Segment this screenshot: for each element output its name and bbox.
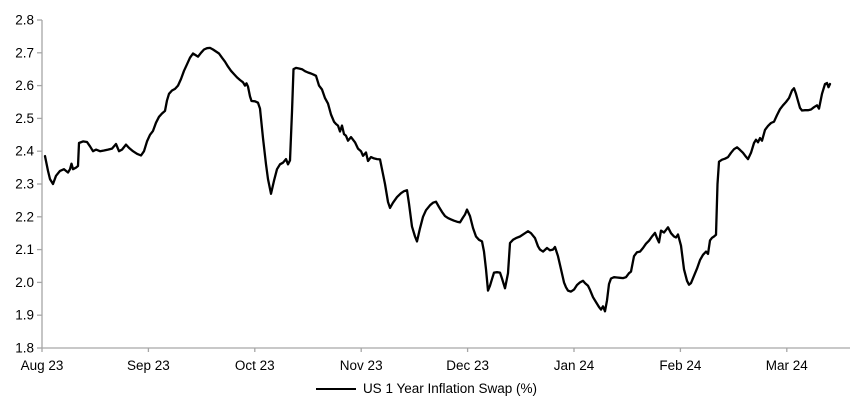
legend-label: US 1 Year Inflation Swap (%) [362, 381, 538, 396]
legend-line-sample [315, 387, 356, 390]
y-tick-label: 2.4 [15, 144, 34, 159]
x-tick-label: Sep 23 [127, 358, 170, 373]
y-tick-label: 2.6 [15, 78, 34, 93]
y-tick-label: 2.5 [15, 111, 34, 126]
legend: US 1 Year Inflation Swap (%) [0, 381, 853, 396]
y-tick-label: 2.0 [15, 275, 34, 290]
y-tick-label: 2.3 [15, 177, 34, 192]
x-tick-label: Jan 24 [554, 358, 595, 373]
y-tick-label: 1.8 [15, 341, 34, 356]
x-tick-label: Aug 23 [21, 358, 64, 373]
y-tick-label: 2.1 [15, 242, 34, 257]
series-line-us-1y-inflation-swap [43, 46, 832, 313]
x-tick-label: Dec 23 [446, 358, 489, 373]
x-tick-label: Nov 23 [340, 358, 383, 373]
y-tick-label: 2.8 [15, 13, 34, 28]
x-tick-label: Oct 23 [235, 358, 275, 373]
y-tick-label: 2.7 [15, 45, 34, 60]
x-tick-label: Mar 24 [766, 358, 809, 373]
x-tick-label: Feb 24 [659, 358, 702, 373]
y-tick-label: 1.9 [15, 308, 34, 323]
y-tick-label: 2.2 [15, 209, 34, 224]
